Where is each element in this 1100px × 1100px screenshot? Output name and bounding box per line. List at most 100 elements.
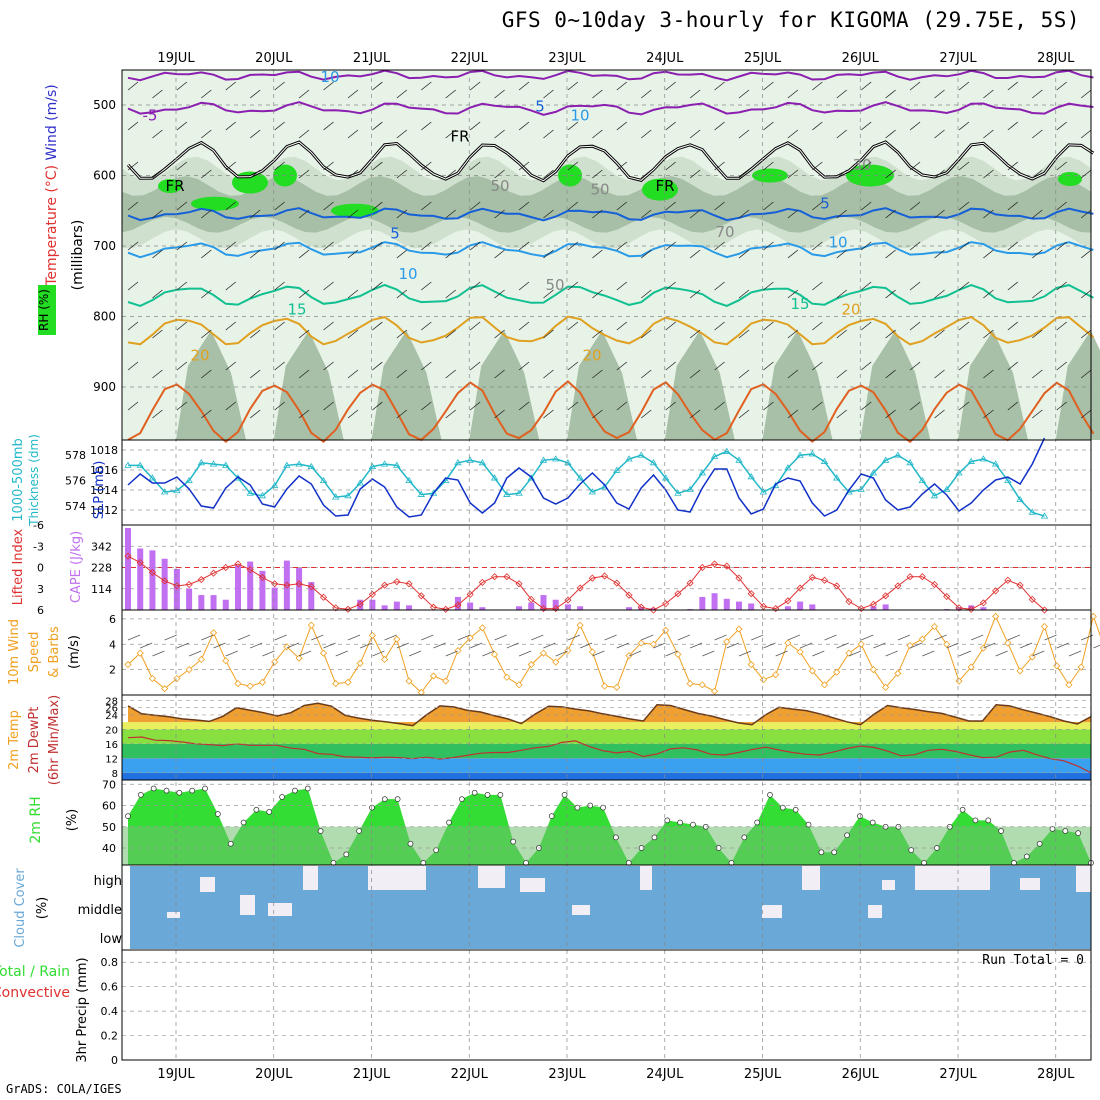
wind-speed-marker: [466, 634, 474, 642]
top-day-label: 21JUL: [353, 51, 391, 66]
rh-moist-patch: [642, 178, 678, 201]
cape-ylabel: CAPE (J/kg): [69, 531, 84, 603]
lifted-tick-label: -6: [33, 519, 44, 532]
wind-speed-marker: [148, 674, 157, 683]
thickness-marker: [185, 476, 193, 483]
wind-barb: [836, 129, 848, 139]
wind-barb: [567, 281, 579, 291]
lifted-marker: [222, 563, 230, 572]
lifted-tick-label: 3: [37, 583, 44, 596]
bottom-day-label: 19JUL: [157, 1067, 195, 1082]
wind-speed-marker: [258, 678, 266, 686]
lifted-marker: [735, 574, 743, 582]
surface-wind-barb: [799, 642, 813, 649]
rh2m-marker: [356, 828, 362, 834]
thickness-marker: [820, 457, 829, 464]
contour-label: 15: [287, 300, 306, 318]
rh2m-marker: [150, 785, 157, 792]
surface-wind-barb: [726, 642, 739, 649]
wind-barb: [298, 249, 310, 259]
rh2m-marker: [176, 789, 183, 796]
surface-wind-barb: [628, 650, 642, 657]
wind-speed-marker: [136, 649, 144, 657]
upper-ylabel: Temperature (°C) Wind (m/s): [44, 84, 60, 287]
wind-barb: [543, 249, 554, 259]
precip-tick-label: 0: [111, 1054, 118, 1067]
wind-barb: [201, 369, 212, 379]
contour-label: 10: [398, 265, 417, 283]
wind-speed-marker: [356, 659, 364, 667]
wind-barb: [592, 209, 603, 219]
wind-barb: [274, 401, 285, 411]
lifted-marker: [698, 563, 706, 572]
wind-barb: [1056, 201, 1067, 211]
rh-moist-patch: [1058, 172, 1082, 187]
rh2m-marker: [137, 792, 144, 798]
surface-wind-barb: [188, 650, 202, 657]
wind-barb: [787, 209, 799, 219]
wind-barb: [469, 81, 481, 91]
wind-barb: [298, 129, 310, 139]
rh2m-marker: [792, 806, 799, 813]
surface-wind-barb: [1032, 650, 1045, 657]
wind-barb: [421, 281, 432, 291]
upper-ylabel-part: (°C): [44, 160, 60, 192]
wind-barb: [738, 329, 750, 339]
surface-wind-barb: [775, 650, 788, 657]
cloud-ylabel-part: Cloud Cover: [13, 868, 28, 948]
cloud-clear-patch: [572, 905, 590, 915]
lifted-marker: [906, 573, 914, 581]
freezing-level-inner: [127, 141, 1094, 182]
cape-bar: [577, 606, 584, 610]
wind-barb: [787, 409, 799, 419]
wind-barb: [543, 129, 554, 139]
surface-wind-barb: [836, 642, 849, 649]
surface-wind-barb: [127, 634, 141, 641]
cape-bar: [198, 595, 205, 610]
wind-barb: [372, 161, 383, 171]
thickness-marker: [368, 462, 377, 470]
thickness-marker: [857, 485, 865, 492]
wind-barb: [738, 409, 750, 419]
cape-tick-label: 342: [91, 540, 112, 553]
wind-barb: [445, 289, 456, 299]
contour-label: 70: [715, 223, 734, 241]
wind-barb: [518, 121, 530, 131]
wind-barb: [298, 289, 310, 299]
wind-barb: [347, 289, 359, 299]
wind-barb: [934, 129, 945, 139]
thickness-marker: [747, 473, 755, 480]
wind-barb: [372, 321, 383, 331]
wind-barb: [958, 401, 970, 411]
wind-barb: [274, 81, 285, 91]
wind-barb: [347, 329, 359, 339]
cape-bar: [210, 595, 217, 610]
rh2m-marker: [548, 813, 555, 819]
wind-barb: [763, 241, 774, 251]
cloud-clear-patch: [915, 866, 990, 890]
cape-bar: [247, 561, 254, 610]
wind-barb: [689, 89, 701, 99]
temp-contour-minus5: [127, 101, 1094, 116]
lifted-marker: [576, 584, 584, 592]
cloud-clear-patch: [1076, 866, 1091, 892]
wind-barb: [1032, 129, 1043, 139]
thickness-marker: [833, 474, 841, 481]
wind-barb: [812, 81, 823, 91]
wind-barb: [225, 81, 237, 91]
surface-wind-barb: [274, 634, 287, 641]
bottom-day-label: 25JUL: [744, 1067, 782, 1082]
wind-barb: [372, 281, 383, 291]
wind-barb: [396, 209, 408, 219]
wind-barb: [567, 241, 579, 251]
surface-wind-barb: [934, 634, 947, 641]
wind-barb: [812, 241, 823, 251]
wind-barb: [1007, 361, 1019, 371]
thickness-marker: [735, 456, 743, 463]
wind-barb: [1056, 401, 1067, 411]
wind-barb: [860, 201, 872, 211]
wind-barb: [885, 169, 896, 179]
thickness-marker: [148, 474, 157, 481]
thickness-marker: [564, 459, 572, 466]
thickness-marker: [1004, 476, 1012, 483]
